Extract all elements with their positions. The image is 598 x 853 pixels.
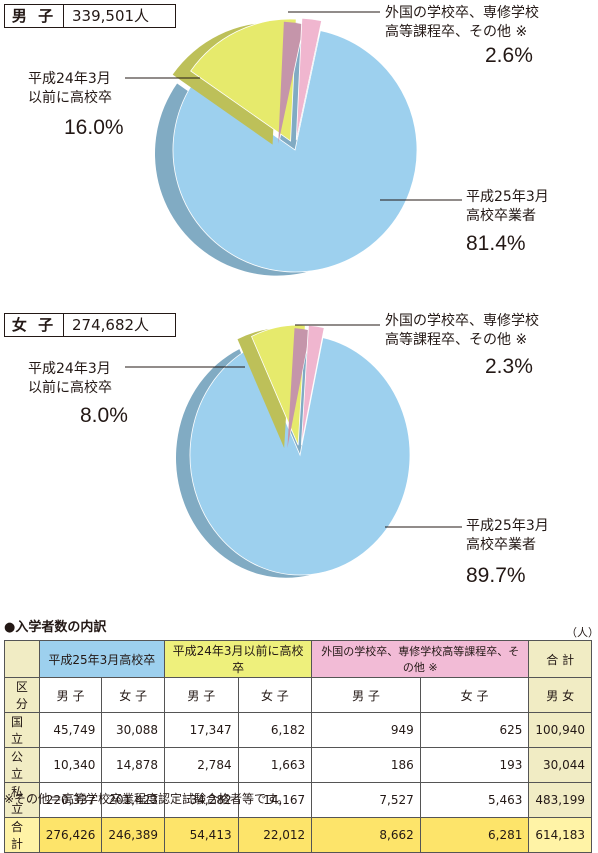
female-before-label-line1: 平成24年3月 (28, 361, 111, 377)
sub-header-cell: 女 子 (237, 677, 313, 713)
table-group-header: 平成25年3月高校卒 平成24年3月以前に高校卒 外国の学校卒、専修学校高等課程… (4, 640, 592, 678)
table-corner (4, 640, 40, 678)
group-header-total: 合 計 (528, 640, 592, 678)
male-grad-pct: 81.4% (466, 232, 526, 255)
male-foreign-label-line2: 高等課程卒、その他 ※ (385, 24, 528, 40)
male-foreign-pct: 2.6% (485, 44, 533, 67)
table-total-row: 合計 276,426 246,389 54,413 22,012 8,662 6… (4, 817, 592, 853)
table-cell: 483,199 (528, 782, 592, 818)
female-grad-label-line2: 高校卒業者 (466, 537, 536, 553)
table-cell: 5,463 (419, 782, 530, 818)
female-grad-pct: 89.7% (466, 564, 526, 587)
pie-slice-0 (189, 337, 411, 576)
sub-header-cell: 女 子 (419, 677, 530, 713)
sub-header-cell: 区分 (4, 677, 40, 713)
table-cell: 6,281 (419, 817, 530, 853)
female-foreign-label-line1: 外国の学校卒、専修学校 (385, 313, 539, 329)
table-cell: 246,389 (101, 817, 165, 853)
table-cell: 14,878 (101, 747, 165, 783)
group-header-grad: 平成25年3月高校卒 (38, 640, 165, 678)
male-grad-label: 平成25年3月 高校卒業者 (466, 188, 549, 226)
male-foreign-label-line1: 外国の学校卒、専修学校 (385, 5, 539, 21)
table-cell: 54,413 (163, 817, 239, 853)
male-grad-label-line2: 高校卒業者 (466, 208, 536, 224)
row-label: 国立 (4, 712, 40, 748)
pie-slice-2 (295, 17, 323, 141)
pie-slice-0 (172, 30, 418, 273)
female-before-label-line2: 以前に高校卒 (28, 380, 112, 396)
pie-slice-side-2 (278, 21, 304, 144)
table-cell: 45,749 (38, 712, 103, 748)
table-cell: 30,044 (528, 747, 592, 783)
table-cell: 10,340 (38, 747, 103, 783)
group-header-foreign: 外国の学校卒、専修学校高等課程卒、その他 ※ (311, 640, 530, 678)
table-title: ●入学者数の内訳 (4, 620, 107, 635)
female-before-label: 平成24年3月 以前に高校卒 (28, 360, 112, 398)
male-pie-chart (125, 11, 462, 276)
female-total-box: 女 子 274,682人 (4, 313, 176, 337)
male-before-pct: 16.0% (64, 116, 124, 139)
female-foreign-label-line2: 高等課程卒、その他 ※ (385, 332, 528, 348)
pie-slice-side-2 (287, 328, 311, 448)
sub-header-cell: 男 女 (528, 677, 592, 713)
table-cell: 30,088 (101, 712, 165, 748)
female-gender-label: 女 子 (5, 314, 64, 336)
table-cell: 17,347 (163, 712, 239, 748)
table-cell: 6,182 (237, 712, 313, 748)
table-cell: 614,183 (528, 817, 592, 853)
table-row: 公立 10,340 14,878 2,784 1,663 186 193 30,… (4, 747, 592, 783)
male-total-value: 339,501人 (72, 7, 150, 25)
row-label: 合計 (4, 817, 40, 853)
table-cell: 100,940 (528, 712, 592, 748)
table-cell: 276,426 (38, 817, 103, 853)
row-label: 公立 (4, 747, 40, 783)
female-foreign-pct: 2.3% (485, 355, 533, 378)
group-header-before: 平成24年3月以前に高校卒 (163, 640, 313, 678)
sub-header-cell: 男 子 (163, 677, 239, 713)
female-pie-chart (125, 324, 462, 578)
male-total-box: 男 子 339,501人 (4, 4, 176, 28)
table-cell: 8,662 (311, 817, 421, 853)
male-gender-label: 男 子 (5, 5, 64, 27)
male-before-label: 平成24年3月 以前に高校卒 (28, 70, 112, 108)
table-unit: （人） (566, 626, 598, 639)
sub-header-cell: 女 子 (101, 677, 165, 713)
table-cell: 625 (419, 712, 530, 748)
male-foreign-label: 外国の学校卒、専修学校 高等課程卒、その他 ※ (385, 4, 539, 42)
table-cell: 186 (311, 747, 421, 783)
pie-slice-1 (190, 18, 297, 142)
sub-header-cell: 男 子 (311, 677, 421, 713)
male-grad-label-line1: 平成25年3月 (466, 189, 549, 205)
table-footnote: ※その他＝高等学校卒業程度認定試験合格者等です。 (4, 792, 289, 806)
table-cell: 1,663 (237, 747, 313, 783)
sub-header-cell: 男 子 (38, 677, 103, 713)
female-grad-label-line1: 平成25年3月 (466, 518, 549, 534)
female-before-pct: 8.0% (80, 404, 128, 427)
enrollment-table: 平成25年3月高校卒 平成24年3月以前に高校卒 外国の学校卒、専修学校高等課程… (4, 640, 592, 853)
female-grad-label: 平成25年3月 高校卒業者 (466, 517, 549, 555)
table-cell: 2,784 (163, 747, 239, 783)
table-row: 国立 45,749 30,088 17,347 6,182 949 625 10… (4, 712, 592, 748)
male-before-label-line2: 以前に高校卒 (28, 90, 112, 106)
table-cell: 949 (311, 712, 421, 748)
table-cell: 22,012 (237, 817, 313, 853)
male-before-label-line1: 平成24年3月 (28, 71, 111, 87)
female-foreign-label: 外国の学校卒、専修学校 高等課程卒、その他 ※ (385, 312, 539, 350)
female-total-value: 274,682人 (72, 316, 150, 334)
table-cell: 193 (419, 747, 530, 783)
table-cell: 7,527 (311, 782, 421, 818)
table-sub-header: 区分 男 子 女 子 男 子 女 子 男 子 女 子 男 女 (4, 677, 592, 713)
